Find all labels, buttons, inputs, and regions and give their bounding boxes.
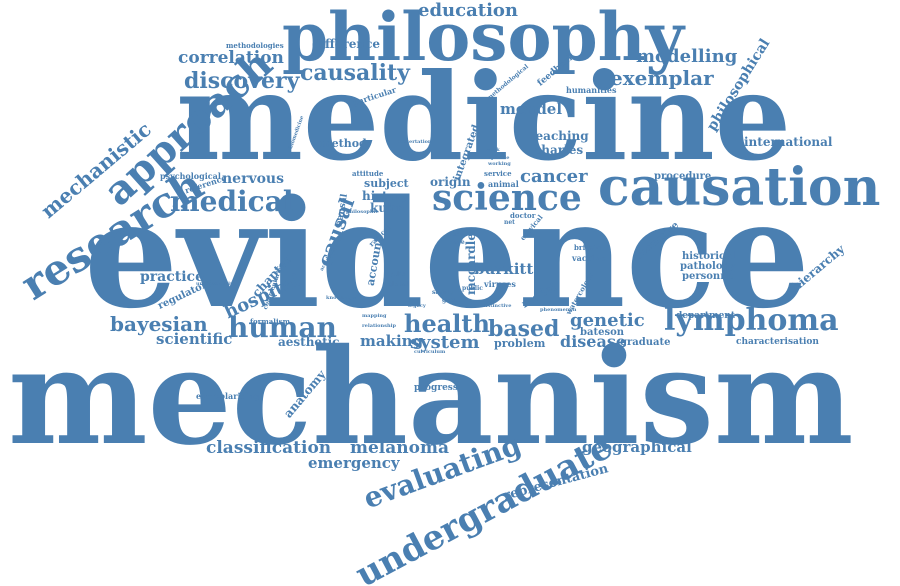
word-philosophie: philosophie <box>346 209 379 215</box>
word-scientific: scientific <box>156 330 233 348</box>
word-charles: charles <box>534 143 584 157</box>
word-practice: practice <box>140 269 204 285</box>
word-mapping: mapping <box>362 313 387 319</box>
word-exemplar: exemplar <box>610 66 714 90</box>
word-personnel: personnel <box>682 271 738 282</box>
word-medicine: medicine <box>176 47 792 188</box>
word-great: great <box>442 297 460 304</box>
word-progress: progress <box>414 383 458 393</box>
word-melanoma: melanoma <box>350 438 449 458</box>
word-bayesian: bayesian <box>110 312 208 336</box>
word-discovery: discovery <box>184 68 300 94</box>
word-formalism: formalism <box>250 317 290 326</box>
word-system: system <box>410 332 480 353</box>
word-based: based <box>488 316 560 342</box>
word-case: case <box>450 239 465 246</box>
word-graduate: graduate <box>620 337 671 348</box>
word-legacy: legacy <box>408 303 426 309</box>
word-relationship: relationship <box>362 323 396 329</box>
word-education: education <box>418 0 518 21</box>
word-bateson: bateson <box>580 327 625 338</box>
word-genetic: genetic <box>570 310 645 331</box>
word-department: department <box>676 311 735 321</box>
word-public: public <box>462 285 483 292</box>
word-medical: medical <box>170 185 294 218</box>
word-methodologies: methodologies <box>226 41 284 50</box>
word-mendel: mendel <box>500 100 563 118</box>
word-pathology: pathology <box>680 261 736 272</box>
word-problem: problem <box>494 337 546 350</box>
word-emergency: emergency <box>308 454 400 472</box>
word-net: net <box>504 219 515 226</box>
word-subject: subject <box>364 177 409 190</box>
word-science: science <box>432 177 582 219</box>
word-curriculum: curriculum <box>414 349 446 355</box>
word-dissertation: dissertation <box>398 139 432 145</box>
word-work: work <box>486 147 500 153</box>
word-history: history <box>362 189 409 203</box>
word-procedure: procedure <box>654 171 712 182</box>
word-service: service <box>484 169 512 178</box>
word-aesthetic: aesthetic <box>278 335 340 349</box>
word-human: human <box>228 311 337 344</box>
word-evidence: evidence <box>84 167 810 341</box>
word-viruses: viruses <box>484 279 516 289</box>
word-psychological: psychological <box>160 171 221 181</box>
word-vaccine: vaccine <box>572 253 606 263</box>
word-causality: causality <box>300 60 410 86</box>
word-modelling: modelling <box>636 46 738 67</box>
word-international: international <box>744 135 833 149</box>
word-cancer: cancer <box>520 166 588 187</box>
word-making: making <box>360 332 424 350</box>
word-knowledge: knowledge <box>326 295 356 301</box>
word-humanities: humanities <box>566 85 617 95</box>
word-kuhn: kuhn <box>370 201 405 215</box>
word-animal: animal <box>488 179 519 189</box>
word-classification: classification <box>206 438 332 458</box>
word-saving: saving <box>432 289 454 296</box>
word-nervous: nervous <box>222 171 284 187</box>
word-difference: difference <box>312 37 381 51</box>
word-exemplarising: exemplarising <box>196 391 260 401</box>
word-correlation: correlation <box>178 48 284 68</box>
word-causation: causation <box>598 157 881 218</box>
word-episode: episode <box>488 155 510 161</box>
word-distinctive: distinctive <box>482 303 512 309</box>
word-global: global <box>388 281 409 288</box>
word-historical: historical <box>682 251 736 262</box>
word-origin: origin <box>430 175 471 189</box>
word-phenomenon: phenomenon <box>540 307 577 313</box>
word-doctor: doctor <box>510 211 536 220</box>
word-lymphoma: lymphoma <box>664 303 839 338</box>
word-geographical: geographical <box>582 438 692 456</box>
word-mechanism: mechanism <box>8 320 854 475</box>
word-issue: issue <box>450 231 468 238</box>
word-britain: britain <box>574 243 601 252</box>
word-philosophy: philosophy <box>282 0 684 76</box>
word-cyclic: cyclic <box>386 271 406 278</box>
word-attitude: attitude <box>352 169 384 178</box>
word-disease: disease <box>560 332 627 351</box>
word-understanding: understanding <box>196 281 238 287</box>
word-burkitt: burkitt <box>474 260 534 278</box>
word-characterisation: characterisation <box>736 337 819 347</box>
word-teaching: teaching <box>530 129 589 143</box>
word-working: working <box>488 161 511 167</box>
word-method: method <box>320 137 367 150</box>
word-health: health <box>404 309 490 338</box>
